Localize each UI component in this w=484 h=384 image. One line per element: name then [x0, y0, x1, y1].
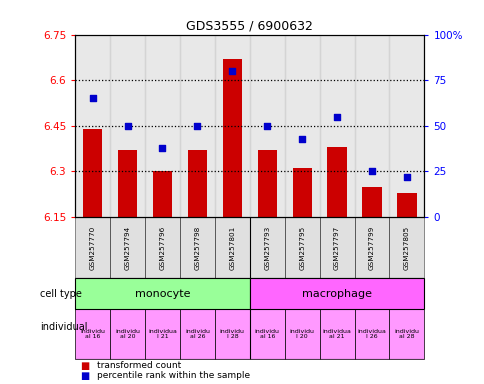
Text: GSM257795: GSM257795 [299, 225, 304, 270]
Text: individu
al 28: individu al 28 [393, 329, 419, 339]
Bar [354, 309, 389, 359]
Bar [284, 35, 319, 217]
Bar [110, 217, 145, 278]
Bar [214, 35, 249, 217]
Text: individua
l 26: individua l 26 [357, 329, 386, 339]
Text: GSM257770: GSM257770 [90, 225, 95, 270]
Point [298, 136, 305, 142]
Bar [214, 217, 249, 278]
Point [367, 168, 375, 174]
Bar [249, 217, 284, 278]
Text: GSM257799: GSM257799 [368, 225, 374, 270]
Text: individua
l 21: individua l 21 [148, 329, 177, 339]
Point [193, 123, 201, 129]
Bar [319, 309, 354, 359]
Bar [257, 150, 276, 217]
Text: individu
l 20: individu l 20 [289, 329, 314, 339]
Bar [222, 59, 242, 217]
Text: individu
al 16: individu al 16 [254, 329, 279, 339]
Bar [152, 171, 172, 217]
Text: GSM257801: GSM257801 [229, 225, 235, 270]
Bar [249, 278, 424, 309]
Text: GSM257794: GSM257794 [124, 225, 130, 270]
Bar [284, 309, 319, 359]
Point [89, 95, 96, 101]
Bar [75, 278, 249, 309]
Bar [110, 309, 145, 359]
Bar [396, 193, 416, 217]
Bar [180, 309, 214, 359]
Bar [354, 35, 389, 217]
Text: GSM257796: GSM257796 [159, 225, 165, 270]
Text: individu
l 28: individu l 28 [219, 329, 244, 339]
Bar [249, 309, 284, 359]
Text: ■: ■ [80, 361, 89, 371]
Text: cell type: cell type [40, 289, 82, 299]
Text: transformed count: transformed count [97, 361, 181, 370]
Bar [389, 35, 424, 217]
Bar [180, 217, 214, 278]
Text: percentile rank within the sample: percentile rank within the sample [97, 371, 250, 380]
Bar [145, 217, 180, 278]
Text: GSM257805: GSM257805 [403, 225, 409, 270]
Text: individu
al 20: individu al 20 [115, 329, 140, 339]
Text: GSM257797: GSM257797 [333, 225, 339, 270]
Bar [75, 217, 110, 278]
Bar [327, 147, 346, 217]
Bar [75, 309, 110, 359]
Text: individual: individual [40, 321, 88, 332]
Bar [83, 129, 102, 217]
Bar [354, 217, 389, 278]
Bar [362, 187, 381, 217]
Bar [389, 217, 424, 278]
Text: GSM257793: GSM257793 [264, 225, 270, 270]
Point [333, 114, 340, 120]
Text: monocyte: monocyte [135, 289, 190, 299]
Bar [180, 35, 214, 217]
Point [263, 123, 271, 129]
Bar [292, 168, 311, 217]
Bar [145, 309, 180, 359]
Bar [110, 35, 145, 217]
Text: GSM257798: GSM257798 [194, 225, 200, 270]
Bar [319, 35, 354, 217]
Point [123, 123, 131, 129]
Point [228, 68, 236, 74]
Bar [319, 217, 354, 278]
Bar [249, 35, 284, 217]
Text: ■: ■ [80, 371, 89, 381]
Text: individua
al 21: individua al 21 [322, 329, 351, 339]
Text: individu
al 16: individu al 16 [80, 329, 105, 339]
Bar [389, 309, 424, 359]
Point [158, 145, 166, 151]
Title: GDS3555 / 6900632: GDS3555 / 6900632 [186, 19, 313, 32]
Bar [187, 150, 207, 217]
Text: individu
al 26: individu al 26 [184, 329, 210, 339]
Bar [118, 150, 137, 217]
Bar [214, 309, 249, 359]
Bar [284, 217, 319, 278]
Text: macrophage: macrophage [302, 289, 371, 299]
Point [402, 174, 410, 180]
Bar [75, 35, 110, 217]
Bar [145, 35, 180, 217]
